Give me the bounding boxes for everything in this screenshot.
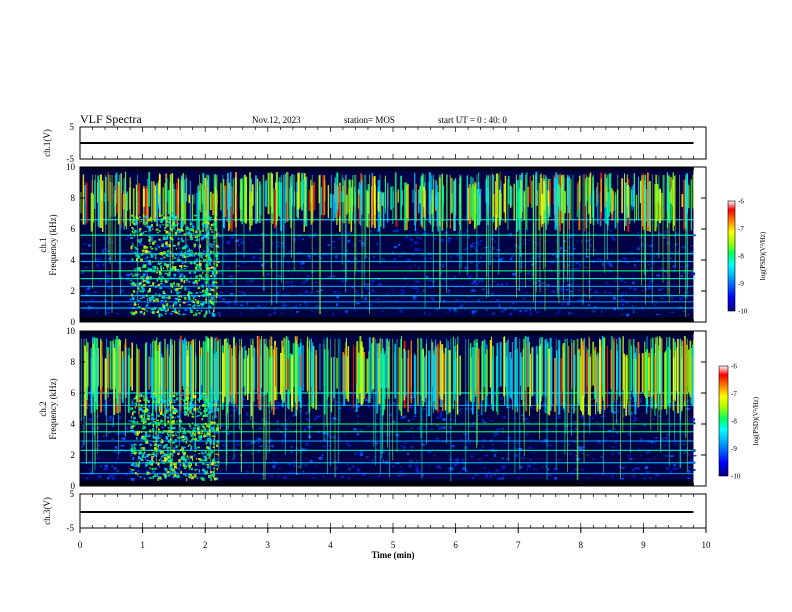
colorbar-tick-label: -6: [738, 198, 744, 206]
ch1-colorbar-ticks: -6 -7 -8 -9 -10: [738, 198, 748, 316]
x-axis: 0 1 2 3 4 5 6 7 8 9 10: [78, 127, 711, 550]
colorbar-tick-label: -8: [738, 253, 744, 261]
station-label: station= MOS: [344, 115, 395, 125]
x-tick-label: 7: [516, 540, 521, 550]
y-tick-label: 10: [66, 326, 76, 336]
ch3-wave-tick-top: 5: [70, 489, 75, 499]
colorbar-tick-label: -9: [731, 445, 737, 453]
y-tick-label: 8: [71, 357, 76, 367]
colorbar-tick-label: -8: [731, 418, 737, 426]
ch1-colorbar-label: log(PSD)(V²/Hz): [759, 231, 767, 280]
y-tick-label: 2: [71, 450, 76, 460]
colorbar-tick-label: -7: [731, 390, 737, 398]
x-tick-label: 9: [641, 540, 646, 550]
y-tick-label: 4: [71, 419, 76, 429]
x-axis-label: Time (min): [371, 550, 414, 560]
x-tick-label: 2: [203, 540, 208, 550]
y-tick-label: 8: [71, 193, 76, 203]
colorbar-tick-label: -10: [738, 308, 748, 316]
ch1-wave-tick-bottom: -5: [67, 154, 75, 164]
ch3-waveform-panel: 5 -5 ch.3(V): [42, 489, 707, 533]
ch1-wave-tick-top: 5: [70, 122, 75, 132]
ch1-spec-ylabel-bottom: Frequency (kHz): [48, 214, 58, 275]
ch1-wave-ylabel: ch.1(V): [42, 129, 52, 157]
ch2-colorbar-ticks: -6 -7 -8 -9 -10: [731, 363, 741, 481]
x-tick-label: 10: [702, 540, 712, 550]
ch1-waveform-panel: 5 -5 ch.1(V): [42, 122, 707, 164]
colorbar-tick-label: -6: [731, 363, 737, 371]
date-label: Nov.12, 2023: [252, 115, 301, 125]
x-tick-label: 0: [78, 540, 83, 550]
ch1-spectrogram-image: [80, 167, 696, 322]
start-ut-label: start UT = 0 : 40: 0: [438, 115, 507, 125]
ch2-spec-ylabel-top: ch.2: [38, 401, 48, 416]
y-tick-label: 6: [71, 388, 76, 398]
ch2-spec-ylabel-bottom: Frequency (kHz): [48, 378, 58, 439]
ch2-spectrogram-image: [80, 331, 697, 486]
ch1-spec-y-ticks: 0 2 4 6 8 10: [66, 162, 706, 327]
ch3-wave-tick-bottom: -5: [67, 523, 75, 533]
x-tick-label: 6: [453, 540, 458, 550]
colorbar-tick-label: -7: [738, 225, 744, 233]
x-tick-label: 1: [140, 540, 145, 550]
y-tick-label: 4: [71, 255, 76, 265]
ch1-colorbar: -6 -7 -8 -9 -10 log(PSD)(V²/Hz): [727, 198, 767, 316]
y-tick-label: 6: [71, 224, 76, 234]
y-tick-label: 10: [66, 162, 76, 172]
colorbar-tick-label: -10: [731, 473, 741, 481]
ch1-spec-ylabel-top: ch.1: [38, 237, 48, 252]
y-tick-label: 0: [71, 481, 76, 491]
x-tick-label: 4: [328, 540, 333, 550]
ch2-spec-y-ticks: 0 2 4 6 8 10: [66, 326, 706, 491]
colorbar-tick-label: -9: [738, 280, 744, 288]
ch2-colorbar: -6 -7 -8 -9 -10 log(PSD)(V²/Hz): [718, 363, 760, 481]
y-tick-label: 0: [71, 317, 76, 327]
figure-title: VLF Spectra: [80, 112, 142, 126]
ch3-wave-ylabel: ch.3(V): [42, 497, 52, 525]
x-tick-label: 3: [266, 540, 271, 550]
y-tick-label: 2: [71, 286, 76, 296]
x-tick-label: 8: [579, 540, 584, 550]
ch1-spectrogram-panel: 0 2 4 6 8 10 ch.1 Frequency (kHz): [38, 162, 707, 327]
x-tick-label: 5: [391, 540, 396, 550]
ch2-colorbar-label: log(PSD)(V²/Hz): [752, 396, 760, 445]
ch2-spectrogram-panel: 0 2 4 6 8 10 ch.2 Frequency (kHz): [38, 326, 707, 491]
